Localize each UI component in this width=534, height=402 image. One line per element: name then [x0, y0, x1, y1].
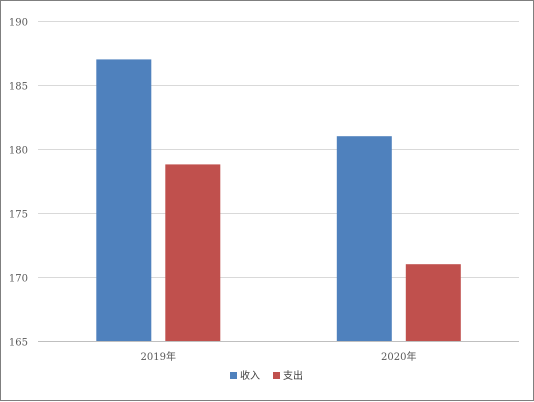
bar-expense	[405, 264, 461, 341]
legend-item: 收入	[230, 369, 260, 382]
y-tick-label: 190	[9, 18, 28, 29]
y-tick-label: 165	[9, 338, 28, 349]
y-axis-tick-labels: 165 170 175 180 185 190	[9, 18, 28, 349]
x-axis-tick-labels: 2019年 2020年	[141, 350, 417, 363]
x-tick-label: 2019年	[141, 350, 176, 363]
legend-swatch	[230, 372, 237, 379]
y-tick-label: 170	[9, 274, 28, 285]
legend-swatch	[273, 372, 280, 379]
legend-item: 支出	[273, 369, 303, 382]
bars	[96, 59, 461, 342]
bar-income	[336, 136, 392, 341]
y-tick-label: 185	[9, 82, 28, 93]
bar-expense	[165, 164, 221, 341]
y-tick-label: 180	[9, 146, 28, 157]
legend: 收入 支出	[230, 369, 303, 382]
bar-income	[96, 59, 152, 342]
x-tick-label: 2020年	[381, 350, 416, 363]
y-tick-label: 175	[9, 210, 28, 221]
legend-label: 支出	[283, 369, 303, 382]
legend-label: 收入	[240, 369, 260, 382]
